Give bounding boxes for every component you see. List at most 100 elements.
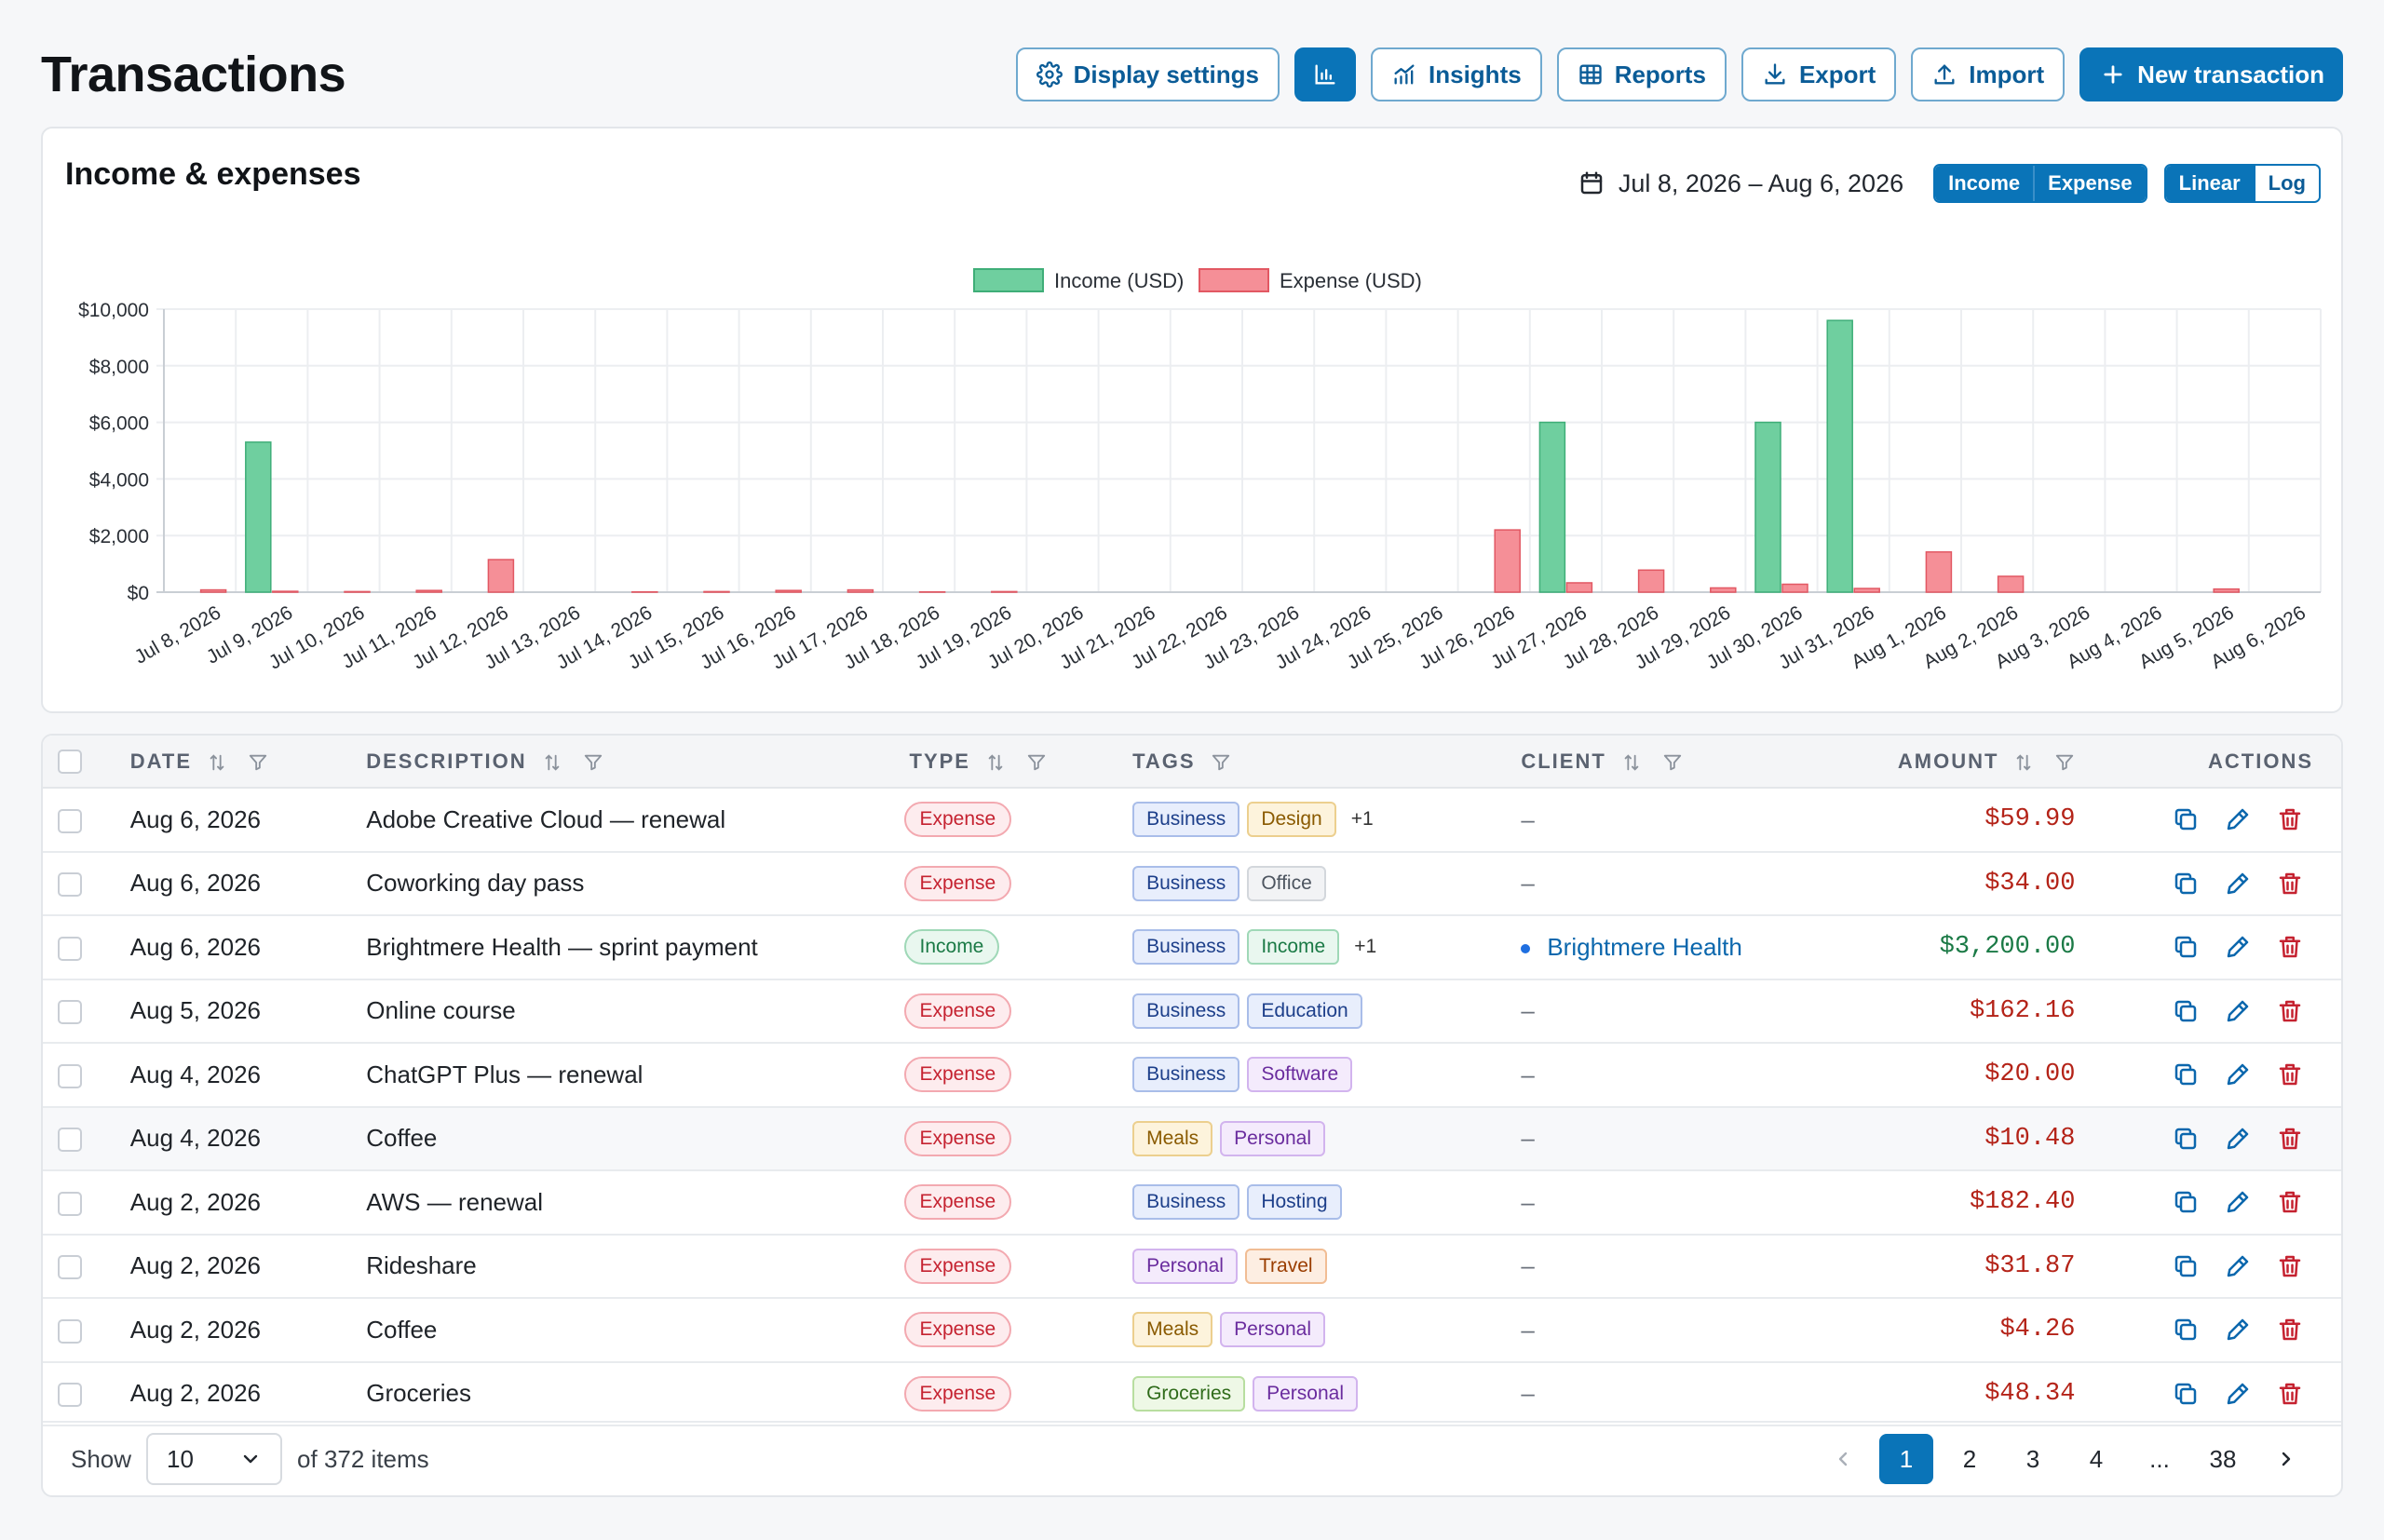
table-row[interactable]: Aug 5, 2026 Online course Expense Business E… [43, 979, 2341, 1043]
trash-icon[interactable] [2276, 1188, 2304, 1216]
pencil-icon[interactable] [2224, 1316, 2252, 1344]
tag-chip[interactable]: Business [1132, 929, 1240, 966]
row-checkbox[interactable] [58, 1000, 82, 1025]
reports-button[interactable]: Reports [1556, 47, 1727, 101]
copy-icon[interactable] [2172, 1380, 2200, 1408]
tag-chip[interactable]: Meals [1132, 1120, 1213, 1156]
copy-icon[interactable] [2172, 805, 2200, 833]
page-button-38[interactable]: 38 [2209, 1444, 2237, 1473]
row-checkbox[interactable] [58, 1383, 82, 1408]
row-checkbox[interactable] [58, 1318, 82, 1344]
display-settings-button[interactable]: Display settings [1015, 47, 1280, 101]
tag-chip[interactable]: Business [1132, 1184, 1240, 1221]
tag-chip[interactable]: Personal [1132, 1248, 1238, 1284]
pencil-icon[interactable] [2224, 1380, 2252, 1408]
tag-chip[interactable]: Office [1247, 865, 1326, 901]
copy-icon[interactable] [2172, 1125, 2200, 1153]
row-checkbox[interactable] [58, 1191, 82, 1216]
tag-chip[interactable]: Travel [1244, 1248, 1327, 1284]
copy-icon[interactable] [2172, 933, 2200, 961]
pencil-icon[interactable] [2224, 1188, 2252, 1216]
copy-icon[interactable] [2172, 1188, 2200, 1216]
tag-chip[interactable]: Groceries [1132, 1375, 1246, 1412]
scale-toggle-linear[interactable]: Linear [2165, 166, 2254, 201]
export-button[interactable]: Export [1741, 47, 1897, 101]
tag-chip[interactable]: Business [1132, 865, 1240, 901]
tag-chip[interactable]: Business [1132, 1057, 1240, 1093]
copy-icon[interactable] [2172, 870, 2200, 898]
new-transaction-button[interactable]: New transaction [2079, 47, 2343, 101]
chart-toggle-button[interactable] [1294, 47, 1357, 101]
tag-chip[interactable]: Meals [1132, 1312, 1213, 1348]
row-checkbox[interactable] [58, 1063, 82, 1088]
table-row[interactable]: Aug 6, 2026 Adobe Creative Cloud — renewa… [43, 788, 2341, 852]
trash-icon[interactable] [2276, 933, 2304, 961]
pencil-icon[interactable] [2224, 805, 2252, 833]
tag-chip[interactable]: Personal [1253, 1375, 1359, 1412]
sort-icon[interactable] [2013, 752, 2034, 773]
table-row[interactable]: Aug 4, 2026 ChatGPT Plus — renewal Expense… [43, 1043, 2341, 1107]
select-all-checkbox[interactable] [58, 750, 82, 775]
tag-chip[interactable]: Business [1132, 802, 1240, 838]
filter-icon[interactable] [1026, 752, 1047, 773]
copy-icon[interactable] [2172, 1252, 2200, 1280]
prev-page-button[interactable] [1816, 1434, 1870, 1484]
filter-icon[interactable] [248, 752, 268, 773]
pencil-icon[interactable] [2224, 933, 2252, 961]
tag-chip[interactable]: Education [1247, 993, 1362, 1029]
pencil-icon[interactable] [2224, 1252, 2252, 1280]
tag-chip[interactable]: Income [1247, 929, 1340, 966]
table-row[interactable]: Aug 6, 2026 Brightmere Health — sprint pa… [43, 915, 2341, 979]
date-range-picker[interactable]: Jul 8, 2026 – Aug 6, 2026 [1578, 169, 1903, 198]
pencil-icon[interactable] [2224, 1125, 2252, 1153]
page-button-4[interactable]: 4 [2089, 1444, 2104, 1473]
more-tags[interactable]: +1 [1354, 936, 1377, 958]
more-tags[interactable]: +1 [1350, 808, 1374, 831]
trash-icon[interactable] [2276, 1125, 2304, 1153]
page-button-2[interactable]: 2 [1962, 1444, 1977, 1473]
table-row[interactable]: Aug 4, 2026 Coffee Expense Meals Personal – $1… [43, 1106, 2341, 1170]
filter-icon[interactable] [1662, 752, 1683, 773]
table-row[interactable]: Aug 2, 2026 Coffee Expense Meals Personal – $4… [43, 1298, 2341, 1362]
client-link[interactable]: Brightmere Health [1547, 932, 1742, 961]
row-checkbox[interactable] [58, 1128, 82, 1153]
trash-icon[interactable] [2276, 1316, 2304, 1344]
filter-icon[interactable] [1211, 752, 1231, 773]
next-page-button[interactable] [2259, 1434, 2313, 1484]
trash-icon[interactable] [2276, 1252, 2304, 1280]
tag-chip[interactable]: Business [1132, 993, 1240, 1029]
sort-icon[interactable] [985, 752, 1006, 773]
copy-icon[interactable] [2172, 1316, 2200, 1344]
table-row[interactable]: Aug 2, 2026 Groceries Expense Groceries Pers… [43, 1362, 2341, 1425]
filter-icon[interactable] [583, 752, 603, 773]
series-toggle-expense[interactable]: Expense [2033, 166, 2146, 201]
trash-icon[interactable] [2276, 1060, 2304, 1088]
page-button-3[interactable]: 3 [2025, 1444, 2040, 1473]
trash-icon[interactable] [2276, 870, 2304, 898]
tag-chip[interactable]: Personal [1220, 1120, 1326, 1156]
copy-icon[interactable] [2172, 1060, 2200, 1088]
trash-icon[interactable] [2276, 1380, 2304, 1408]
row-checkbox[interactable] [58, 936, 82, 961]
tag-chip[interactable]: Software [1247, 1057, 1353, 1093]
pencil-icon[interactable] [2224, 870, 2252, 898]
pencil-icon[interactable] [2224, 997, 2252, 1025]
tag-chip[interactable]: Design [1247, 802, 1336, 838]
pencil-icon[interactable] [2224, 1060, 2252, 1088]
tag-chip[interactable]: Hosting [1247, 1184, 1342, 1221]
series-toggle-income[interactable]: Income [1935, 166, 2034, 201]
row-checkbox[interactable] [58, 872, 82, 898]
filter-icon[interactable] [2054, 752, 2075, 773]
page-size-select[interactable]: 10 [146, 1433, 283, 1485]
row-checkbox[interactable] [58, 808, 82, 833]
insights-button[interactable]: Insights [1371, 47, 1542, 101]
table-row[interactable]: Aug 2, 2026 AWS — renewal Expense Business H… [43, 1170, 2341, 1235]
table-row[interactable]: Aug 6, 2026 Coworking day pass Expense Busi… [43, 852, 2341, 915]
sort-icon[interactable] [542, 752, 562, 773]
sort-icon[interactable] [207, 752, 227, 773]
page-button-1[interactable]: 1 [1879, 1434, 1933, 1484]
scale-toggle-log[interactable]: Log [2253, 166, 2319, 201]
row-checkbox[interactable] [58, 1255, 82, 1280]
sort-icon[interactable] [1621, 752, 1642, 773]
tag-chip[interactable]: Personal [1220, 1312, 1326, 1348]
